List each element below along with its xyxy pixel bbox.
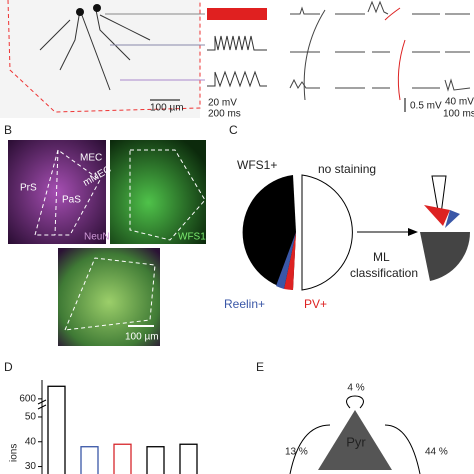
scale-label: 40 mV xyxy=(445,97,474,108)
scale-label: 20 mV xyxy=(208,98,237,109)
panel-label: C xyxy=(229,123,238,137)
soma xyxy=(93,4,101,12)
axis-break xyxy=(37,404,47,410)
panel-e: E Pyr 4 % 13 % 44 % xyxy=(256,360,448,474)
scale-label: 200 ms xyxy=(208,109,241,120)
label: PV+ xyxy=(304,297,327,311)
y-tick-label: 40 xyxy=(25,436,37,447)
pie-small xyxy=(431,175,447,223)
pie-none xyxy=(301,174,353,291)
panel-b: B MEC PrS PaS mMEC NeuN WFS1 100 µm xyxy=(4,123,206,346)
bar xyxy=(80,446,99,474)
region-label: PrS xyxy=(20,183,37,194)
label: Reelin+ xyxy=(224,297,265,311)
trace xyxy=(207,70,267,88)
label: classification xyxy=(350,266,418,280)
y-tick-label: 600 xyxy=(19,393,36,404)
self-arrow xyxy=(346,395,364,409)
scale-label: 100 ms xyxy=(443,109,474,120)
pie-wfs1 xyxy=(242,175,296,290)
region-label: PaS xyxy=(62,195,81,206)
trace xyxy=(207,35,267,51)
arrow xyxy=(289,424,331,474)
outline xyxy=(34,149,101,236)
bar xyxy=(113,443,132,474)
percent: 4 % xyxy=(347,383,364,394)
panel-label: E xyxy=(256,360,264,374)
arrow xyxy=(384,424,421,474)
merge-image xyxy=(58,248,160,346)
pie-small xyxy=(424,205,450,226)
outline xyxy=(64,257,156,331)
morphology-image xyxy=(0,0,200,118)
stain-label: NeuN xyxy=(84,232,110,243)
traces-right xyxy=(289,0,471,101)
bar xyxy=(47,385,66,474)
soma xyxy=(76,8,84,16)
panel-label: D xyxy=(4,360,13,374)
neurons xyxy=(39,4,151,91)
panel-d: D ions 600 50 40 30 xyxy=(4,360,198,474)
pie-small xyxy=(445,210,460,228)
y-tick-label: 50 xyxy=(25,412,37,423)
pie-pv xyxy=(284,232,296,290)
pyr-node xyxy=(318,410,392,470)
panel-label: B xyxy=(4,123,12,137)
bar xyxy=(179,443,198,474)
node-label: Pyr xyxy=(346,434,366,449)
panel-a: 100 µm 20 mV 200 ms 0.5 mV 40 mV 100 ms xyxy=(0,0,474,120)
axis-label: ions xyxy=(9,444,20,462)
label: WFS1+ xyxy=(237,158,277,172)
wfs1-image xyxy=(110,140,206,244)
scale-label: 0.5 mV xyxy=(410,101,442,112)
panel-c: C WFS1+ no staining ML classification Re… xyxy=(224,123,470,311)
pie-reelin xyxy=(276,232,296,289)
trace-red xyxy=(207,8,267,20)
scale-label: 100 µm xyxy=(150,103,184,114)
scale-label: 100 µm xyxy=(125,332,159,343)
percent: 13 % xyxy=(285,447,308,458)
label: ML xyxy=(373,250,390,264)
stain-label: WFS1 xyxy=(178,232,206,243)
axis-break xyxy=(37,399,47,405)
bar xyxy=(146,446,165,474)
outline xyxy=(129,149,206,241)
percent: 44 % xyxy=(425,447,448,458)
y-tick-label: 30 xyxy=(25,461,37,472)
arrowhead xyxy=(408,228,418,236)
pie-small xyxy=(420,232,470,281)
region-label: MEC xyxy=(80,153,102,164)
label: no staining xyxy=(318,162,376,176)
